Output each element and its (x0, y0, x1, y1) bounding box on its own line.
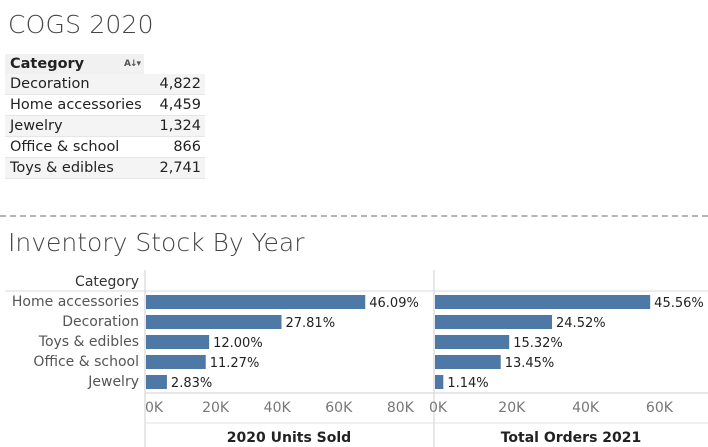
table-cell-category: Decoration (10, 76, 90, 92)
category-row-header: Category (75, 274, 139, 290)
bar (435, 315, 553, 329)
table-cell-value: 4,822 (159, 76, 201, 92)
bar (435, 355, 501, 369)
bar-data-label: 1.14% (447, 376, 488, 391)
table-cell-category: Home accessories (10, 97, 142, 113)
table-cell-category: Toys & edibles (10, 160, 114, 176)
sort-alpha-icon[interactable]: A↓▾ (123, 59, 141, 69)
x-tick-label: 20K (202, 400, 230, 416)
bar-data-label: 13.45% (505, 356, 555, 371)
category-label: Decoration (62, 314, 139, 330)
category-header-label: Category (10, 56, 85, 72)
table-cell-value: 1,324 (159, 118, 201, 134)
x-tick-label: 0K (429, 400, 448, 416)
bar (435, 375, 444, 389)
table-cell-value: 2,741 (159, 160, 201, 176)
table-cell-value: 4,459 (159, 97, 201, 113)
bar (146, 355, 206, 369)
section-divider (0, 215, 708, 217)
table-row: Office & school 866 (5, 137, 205, 158)
table-row: Toys & edibles 2,741 (5, 158, 205, 179)
cogs-title: COGS 2020 (8, 10, 154, 39)
category-label: Office & school (33, 354, 139, 370)
table-cell-value: 866 (173, 139, 201, 155)
bar (146, 315, 282, 329)
inventory-title: Inventory Stock By Year (8, 228, 305, 257)
bar-data-label: 45.56% (654, 296, 704, 311)
table-cell-category: Jewelry (10, 118, 63, 134)
bar (435, 335, 510, 349)
bar-data-label: 15.32% (513, 336, 563, 351)
category-label: Jewelry (87, 374, 139, 390)
x-tick-label: 40K (264, 400, 292, 416)
x-tick-label: 0K (145, 400, 164, 416)
category-label: Home accessories (12, 294, 139, 310)
x-tick-label: 40K (572, 400, 600, 416)
bar (146, 295, 366, 309)
table-row: Home accessories 4,459 (5, 95, 205, 116)
bar-data-label: 11.27% (210, 356, 260, 371)
bar (146, 375, 167, 389)
x-tick-label: 60K (325, 400, 353, 416)
bar (435, 295, 651, 309)
bar (146, 335, 210, 349)
x-tick-label: 60K (646, 400, 674, 416)
bar-data-label: 2.83% (171, 376, 212, 391)
table-cell-category: Office & school (10, 139, 120, 155)
table-row: Jewelry 1,324 (5, 116, 205, 137)
bar-data-label: 24.52% (556, 316, 606, 331)
inventory-bar-chart: Category Home accessories Decoration Toys &… (5, 270, 708, 447)
category-column-header[interactable]: Category A↓▾ (5, 54, 144, 74)
bar-data-label: 12.00% (213, 336, 263, 351)
bar-data-label: 27.81% (285, 316, 335, 331)
bar-data-label: 46.09% (369, 296, 419, 311)
x-axis-title: Total Orders 2021 (501, 430, 642, 446)
x-tick-label: 20K (498, 400, 526, 416)
x-axis-title: 2020 Units Sold (227, 430, 351, 446)
cogs-table: Category A↓▾ Decoration 4,822 Home acces… (5, 54, 205, 179)
x-tick-label: 80K (387, 400, 415, 416)
category-label: Toys & edibles (38, 334, 139, 350)
table-row: Decoration 4,822 (5, 74, 205, 95)
